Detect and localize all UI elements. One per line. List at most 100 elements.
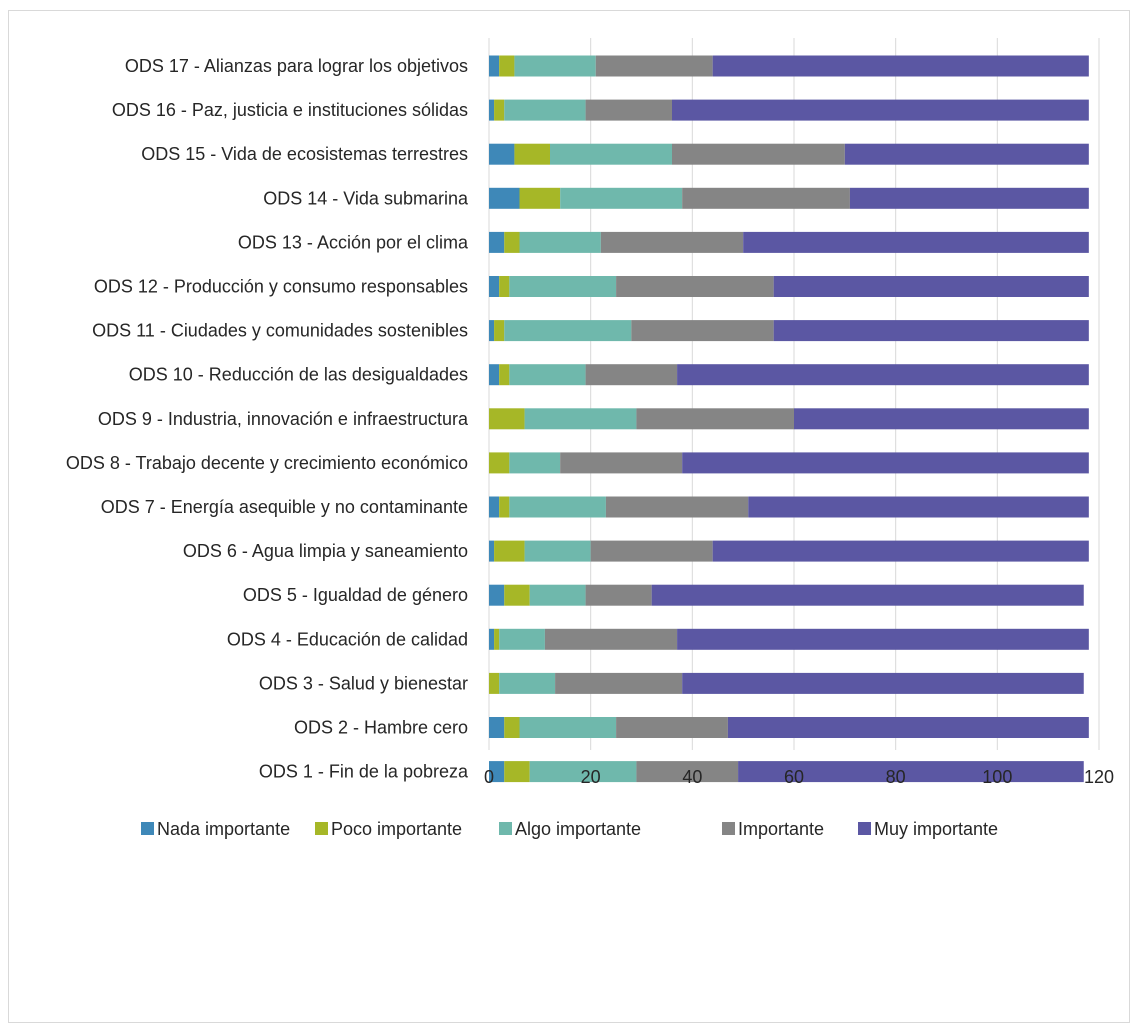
x-tick-label: 100 (982, 767, 1012, 787)
category-label: ODS 10 - Reducción de las desigualdades (129, 365, 468, 385)
category-label: ODS 8 - Trabajo decente y crecimiento ec… (66, 453, 468, 473)
bar-segment (773, 276, 1089, 297)
bar-segment (585, 99, 672, 121)
bar-segment (636, 761, 739, 783)
bar-segment (682, 452, 1089, 474)
legend-label: Importante (738, 819, 824, 839)
bar-segment (489, 55, 500, 77)
bar-segment (794, 408, 1089, 430)
bar-segment (849, 187, 1089, 209)
bar-segment (743, 231, 1089, 253)
legend-label: Poco importante (331, 819, 462, 839)
category-label: ODS 5 - Igualdad de género (243, 585, 468, 605)
bar-segment (489, 584, 505, 606)
bar-segment (499, 628, 545, 650)
bar-segment (636, 408, 794, 430)
legend-swatch (499, 822, 512, 835)
bar-segment (509, 496, 606, 518)
category-label: ODS 13 - Acción por el clima (238, 232, 469, 252)
bar-segment (600, 231, 744, 253)
category-label: ODS 6 - Agua limpia y saneamiento (183, 541, 468, 561)
legend-swatch (722, 822, 735, 835)
bar-segment (844, 143, 1089, 165)
legend-label: Algo importante (515, 819, 641, 839)
bar-segment (519, 187, 561, 209)
bar-segment (605, 496, 749, 518)
bar-segment (489, 320, 495, 342)
bar-segment (489, 143, 515, 165)
bar-segment (651, 584, 1084, 606)
bar-segment (738, 761, 1084, 783)
bar-segment (489, 187, 520, 209)
bar-segment (590, 540, 713, 562)
bar-segment (494, 540, 525, 562)
category-label: ODS 16 - Paz, justicia e instituciones s… (112, 100, 468, 120)
x-axis-ticks: 0 20 40 60 80 100 120 (484, 767, 1114, 787)
bar-segment (712, 55, 1089, 77)
bar-segment (499, 364, 510, 386)
bar-segment (616, 717, 728, 738)
bar-segment (682, 672, 1084, 694)
x-tick-label: 0 (484, 767, 494, 787)
bar-segment (677, 628, 1089, 650)
category-label: ODS 15 - Vida de ecosistemas terrestres (141, 144, 468, 164)
category-label: ODS 7 - Energía asequible y no contamina… (101, 497, 468, 517)
bar-segment (773, 320, 1089, 342)
bar-segment (560, 187, 683, 209)
bar-segment (555, 672, 683, 694)
bar-segment (494, 99, 505, 121)
bar-segment (489, 628, 495, 650)
x-tick-label: 40 (682, 767, 702, 787)
bar-segment (677, 364, 1089, 386)
category-labels: ODS 17 - Alianzas para lograr los objeti… (66, 56, 469, 782)
bar-segment (514, 55, 596, 77)
x-tick-label: 80 (886, 767, 906, 787)
bar-segment (504, 320, 632, 342)
bar-segment (509, 452, 561, 474)
bar-segment (494, 628, 500, 650)
bar-segment (489, 717, 505, 738)
bar-segment (504, 231, 520, 253)
bar-segment (499, 55, 515, 77)
category-label: ODS 2 - Hambre cero (294, 718, 468, 738)
category-label: ODS 3 - Salud y bienestar (259, 673, 468, 693)
bar-segment (504, 99, 586, 121)
bar-segment (585, 584, 652, 606)
bar-segment (595, 55, 713, 77)
category-label: ODS 12 - Producción y consumo responsabl… (94, 277, 468, 297)
category-label: ODS 14 - Vida submarina (263, 188, 469, 208)
bar-segment (616, 276, 774, 297)
bar-segment (489, 231, 505, 253)
bar-segment (585, 364, 678, 386)
category-label: ODS 9 - Industria, innovación e infraest… (98, 409, 469, 429)
bar-segment (504, 717, 520, 738)
legend: Nada importante Poco importante Algo impor… (141, 819, 998, 839)
bar-segment (499, 276, 510, 297)
bar-segment (489, 496, 500, 518)
bar-segment (509, 276, 617, 297)
bar-segment (631, 320, 774, 342)
bar-segment (509, 364, 586, 386)
bar-segment (489, 99, 495, 121)
legend-label: Nada importante (157, 819, 290, 839)
bar-segment (489, 540, 495, 562)
bar-segment (494, 320, 505, 342)
x-tick-label: 20 (581, 767, 601, 787)
bar-segment (489, 452, 510, 474)
bar-segment (504, 584, 530, 606)
bar-segment (489, 276, 500, 297)
category-label: ODS 17 - Alianzas para lograr los objeti… (125, 56, 468, 76)
bar-segment (489, 408, 525, 430)
x-tick-label: 120 (1084, 767, 1114, 787)
bar-segment (748, 496, 1089, 518)
bar-segment (504, 761, 530, 783)
bar-series (489, 55, 1089, 783)
bar-segment (682, 187, 850, 209)
bar-segment (672, 143, 845, 165)
legend-swatch (141, 822, 154, 835)
category-label: ODS 4 - Educación de calidad (227, 629, 468, 649)
bar-segment (489, 761, 505, 783)
bar-segment (489, 364, 500, 386)
bar-segment (727, 717, 1089, 738)
